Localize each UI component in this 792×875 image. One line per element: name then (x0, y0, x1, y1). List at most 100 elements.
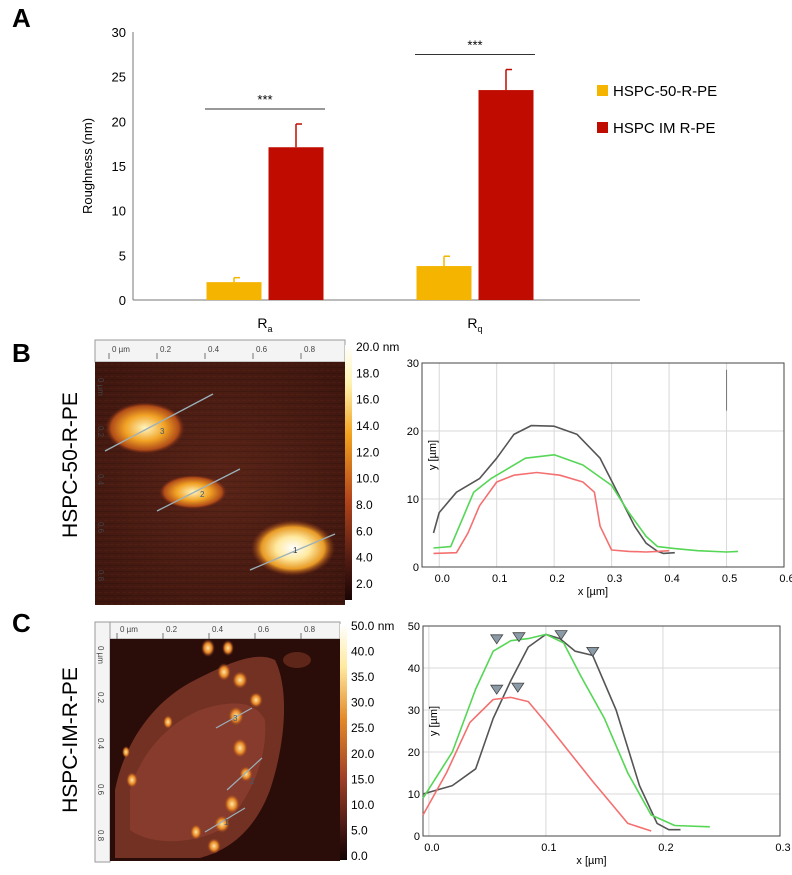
afm-particle-1 (251, 520, 335, 576)
profile-line-c-3 (215, 707, 253, 729)
afm-particle (224, 794, 240, 814)
height-profile-chart-b: 0.0 0.1 0.2 0.3 0.4 0.5 0.6 0 10 20 30 x [µm] y [µm] (407, 358, 792, 598)
x-tick-label: 0.1 (541, 842, 556, 854)
colorbar-label: 35.0 (351, 670, 375, 684)
x-category-label: Rq (467, 315, 482, 334)
afm-particle (232, 738, 248, 758)
colorbar-label: 8.0 (356, 498, 373, 512)
colorbar-label: 12.0 (356, 445, 380, 459)
y-axis-title: Roughness (nm) (80, 118, 95, 214)
profile-label-2: 2 (200, 490, 205, 499)
profile-series-red (433, 471, 670, 555)
colorbar-label: 20.0 (351, 747, 375, 761)
y-axis-title: y [µm] (427, 440, 439, 470)
y-tick-label: 30 (408, 705, 420, 717)
plot-frame (421, 362, 785, 568)
colorbar-label: 40.0 (351, 645, 375, 659)
panel-letter-a: A (12, 3, 31, 33)
scale-top-label: 0.6 (256, 345, 268, 354)
bar-hspcim-0 (268, 147, 324, 300)
sample-label-b: HSPC-50-R-PE (59, 392, 82, 538)
category-sub: q (478, 324, 483, 334)
significance-label: *** (257, 92, 272, 107)
afm-particle-3 (105, 402, 185, 454)
peak-marker (554, 630, 568, 641)
afm-particle (122, 746, 130, 758)
y-tick-label: 50 (408, 621, 420, 633)
colorbar-label: 18.0 (356, 366, 380, 380)
scale-top-label: 0.8 (304, 345, 316, 354)
x-tick-label: 0.5 (722, 573, 737, 585)
bar-hspcim-1 (478, 90, 534, 300)
x-tick-label: 0.4 (664, 573, 679, 585)
x-tick-label: 0.6 (779, 573, 792, 585)
legend-swatch (597, 85, 608, 96)
profile-line-1 (249, 533, 336, 571)
plot-frame (422, 625, 781, 837)
y-tick-label: 10 (408, 789, 420, 801)
legend-swatch (597, 122, 608, 133)
x-tick-label: 0.0 (435, 573, 450, 585)
legend-label: HSPC-50-R-PE (613, 83, 717, 100)
colorbar-label: 2.0 (356, 577, 373, 591)
legend-label: HSPC IM R-PE (613, 120, 716, 137)
y-tick-label: 5 (119, 248, 126, 263)
y-tick-label: 0 (119, 293, 126, 308)
x-axis-title: x [µm] (578, 586, 608, 598)
scale-top-label: 0.4 (212, 625, 224, 634)
scale-left-label: 0.6 (96, 784, 105, 796)
x-category-label: Ra (257, 315, 272, 334)
y-tick-label: 20 (407, 426, 419, 438)
afm-image-b: 3 2 1 (94, 339, 346, 605)
y-tick-label: 40 (408, 663, 420, 675)
afm-image-c: 3 2 1 (94, 621, 341, 863)
x-tick-label: 0.3 (775, 842, 790, 854)
scale-left-label: 0.4 (96, 738, 105, 750)
category-main: R (467, 315, 477, 331)
profile-line-3 (104, 393, 214, 452)
afm-particle (190, 824, 202, 840)
scale-top-label: 0 µm (120, 625, 138, 634)
afm-particle (126, 772, 138, 788)
afm-particle (207, 838, 221, 854)
colorbar-label: 14.0 (356, 419, 380, 433)
peak-marker (511, 682, 525, 693)
profile-label-c-1: 1 (224, 818, 229, 827)
colorbar-label: 20.0 nm (356, 340, 399, 354)
y-tick-label: 10 (407, 494, 419, 506)
scale-left-label: 0 µm (96, 378, 105, 396)
afm-particle (249, 692, 263, 708)
y-tick-label: 10 (112, 204, 126, 219)
colorbar-label: 10.0 (356, 472, 380, 486)
scale-left-label: 0.8 (96, 570, 105, 582)
scale-left-label: 0 µm (96, 646, 105, 664)
scale-left-label: 0.2 (96, 692, 105, 704)
colorbar-labels-b: 20.0 nm 18.0 16.0 14.0 12.0 10.0 8.0 6.0 4.0 2.0 (356, 340, 399, 591)
profile-line-c-2 (226, 757, 263, 791)
afm-particle (232, 671, 248, 689)
sample-label-c: HSPC-IM-R-PE (59, 667, 82, 813)
peak-marker (489, 634, 504, 645)
peak-marker (489, 684, 504, 695)
colorbar-label: 6.0 (356, 524, 373, 538)
scale-top-label: 0.4 (208, 345, 220, 354)
peak-marker (512, 632, 526, 643)
profile-label-c-2: 2 (250, 777, 255, 786)
profile-label-1: 1 (293, 546, 298, 555)
scale-top-label: 0.2 (160, 345, 172, 354)
colorbar-label: 25.0 (351, 721, 375, 735)
scale-left-label: 0.4 (96, 474, 105, 486)
profile-line-c-1 (204, 807, 246, 833)
x-tick-label: 0.2 (550, 573, 565, 585)
y-tick-label: 20 (112, 114, 126, 129)
profile-series-black (432, 424, 675, 555)
x-tick-label: 0.0 (424, 842, 439, 854)
category-sub: a (268, 324, 273, 334)
category-main: R (257, 315, 267, 331)
x-tick-label: 0.2 (658, 842, 673, 854)
y-tick-label: 0 (414, 831, 420, 843)
colorbar-label: 50.0 nm (351, 619, 394, 633)
y-tick-label: 15 (112, 159, 126, 174)
scale-top-label: 0.6 (258, 625, 270, 634)
